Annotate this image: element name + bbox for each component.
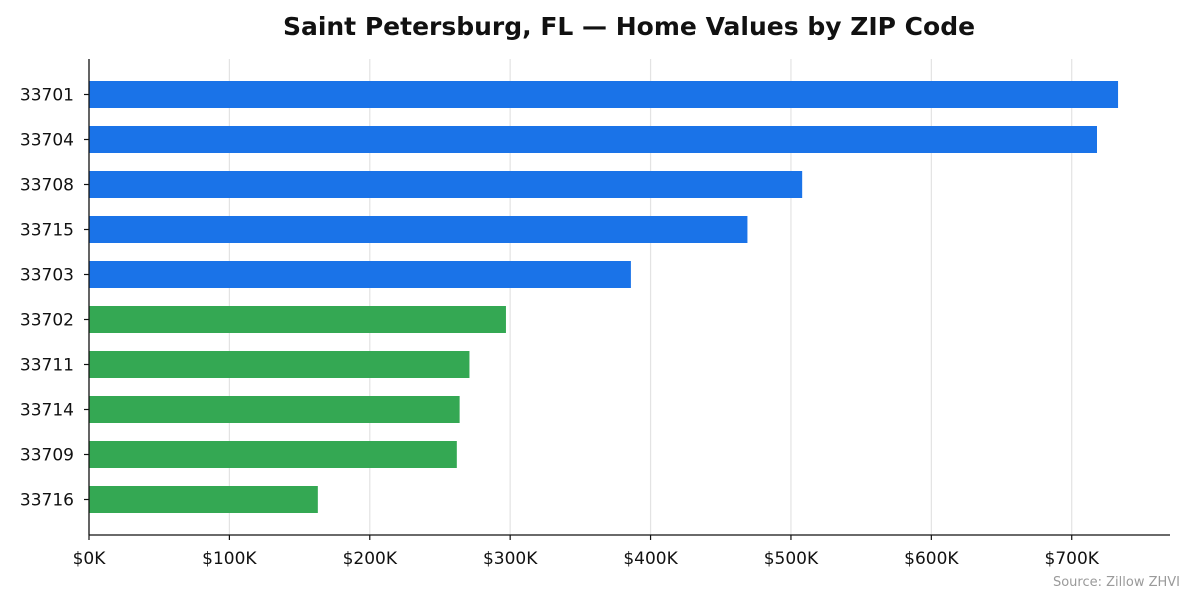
x-axis-ticks: $0K $100K $200K $300K $400K $500K $600K $700K xyxy=(73,535,1100,569)
y-tick-label: 33714 xyxy=(20,401,74,421)
axes xyxy=(88,59,1170,536)
bar-33709 xyxy=(89,441,457,468)
y-tick-label: 33715 xyxy=(20,221,74,241)
bar-33716 xyxy=(89,486,318,513)
bar-33702 xyxy=(89,306,506,333)
y-tick-label: 33703 xyxy=(20,266,74,286)
x-tick-label: $700K xyxy=(1045,549,1100,569)
x-tick-label: $100K xyxy=(202,549,257,569)
y-tick-label: 33704 xyxy=(20,131,74,151)
bars xyxy=(89,81,1119,513)
x-tick-label: $600K xyxy=(904,549,959,569)
bar-33714 xyxy=(89,396,460,423)
source-note: Source: Zillow ZHVI xyxy=(1053,575,1180,590)
bar-33701 xyxy=(89,81,1119,108)
chart-title: Saint Petersburg, FL — Home Values by ZI… xyxy=(283,12,975,41)
bar-33711 xyxy=(89,351,470,378)
y-tick-label: 33701 xyxy=(20,86,74,106)
bar-33704 xyxy=(89,126,1097,153)
y-tick-label: 33709 xyxy=(20,446,74,466)
bar-33708 xyxy=(89,171,803,198)
bar-33715 xyxy=(89,216,748,243)
x-tick-label: $500K xyxy=(764,549,819,569)
x-tick-label: $400K xyxy=(623,549,678,569)
y-tick-label: 33711 xyxy=(20,356,74,376)
y-tick-label: 33702 xyxy=(20,311,74,331)
y-tick-label: 33716 xyxy=(20,491,74,511)
x-tick-label: $300K xyxy=(483,549,538,569)
y-axis-ticks: 33701 33704 33708 33715 33703 33702 33711 33714… xyxy=(20,86,89,511)
bar-33703 xyxy=(89,261,631,288)
y-tick-label: 33708 xyxy=(20,176,74,196)
x-tick-label: $200K xyxy=(343,549,398,569)
x-tick-label: $0K xyxy=(73,549,107,569)
